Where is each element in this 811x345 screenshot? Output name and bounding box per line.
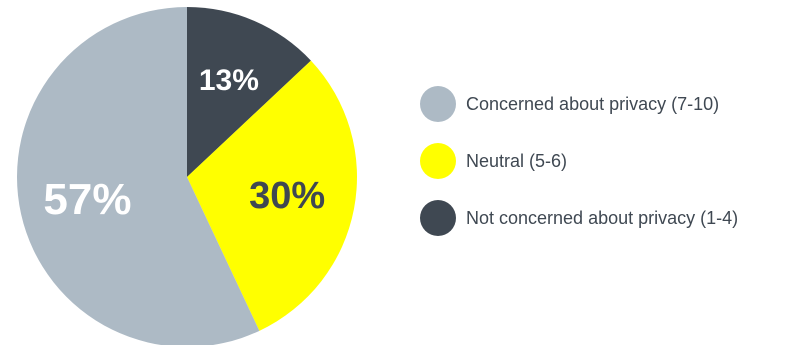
pie-chart: 13% 30% 57% [17, 7, 357, 345]
legend-swatch [420, 143, 456, 179]
pie-slice [187, 7, 311, 177]
legend-swatch [420, 86, 456, 122]
legend-swatch [420, 200, 456, 236]
legend-label: Not concerned about privacy (1-4) [466, 207, 739, 228]
legend-label: Neutral (5-6) [466, 150, 568, 171]
pie-slice [187, 60, 357, 331]
legend-item-concerned: Concerned about privacy (7-10) [420, 86, 738, 122]
slice-value-label: 30% [249, 175, 325, 217]
legend: Concerned about privacy (7-10) Neutral (… [420, 86, 738, 257]
pie-slice [17, 7, 260, 345]
slice-value-label: 57% [43, 175, 131, 224]
legend-item-neutral: Neutral (5-6) [420, 143, 738, 179]
legend-item-not-concerned: Not concerned about privacy (1-4) [420, 200, 738, 236]
legend-label: Concerned about privacy (7-10) [466, 93, 720, 114]
slice-value-label: 13% [199, 64, 259, 97]
